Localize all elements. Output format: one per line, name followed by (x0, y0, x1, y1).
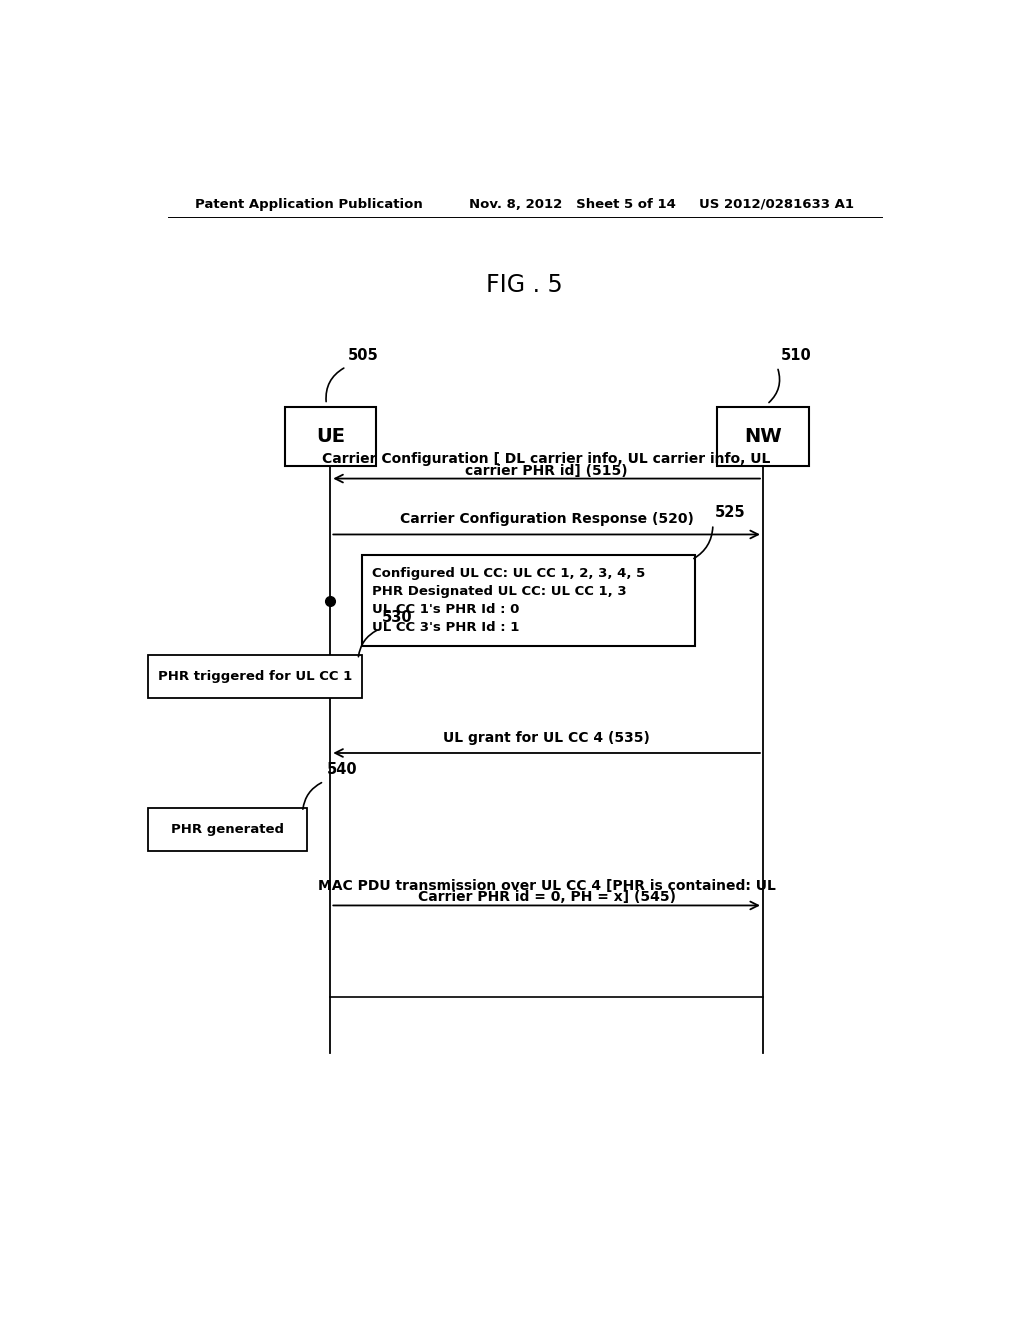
Text: UL grant for UL CC 4 (535): UL grant for UL CC 4 (535) (443, 731, 650, 744)
Text: Carrier Configuration [ DL carrier info, UL carrier info, UL: Carrier Configuration [ DL carrier info,… (323, 453, 771, 466)
Text: FIG . 5: FIG . 5 (486, 273, 563, 297)
Text: 525: 525 (715, 506, 745, 520)
Text: PHR generated: PHR generated (171, 822, 284, 836)
FancyBboxPatch shape (717, 408, 809, 466)
Text: PHR triggered for UL CC 1: PHR triggered for UL CC 1 (158, 671, 352, 684)
Text: Patent Application Publication: Patent Application Publication (196, 198, 423, 211)
Text: Carrier PHR id = 0, PH = x] (545): Carrier PHR id = 0, PH = x] (545) (418, 891, 676, 904)
Text: Nov. 8, 2012   Sheet 5 of 14: Nov. 8, 2012 Sheet 5 of 14 (469, 198, 676, 211)
Text: US 2012/0281633 A1: US 2012/0281633 A1 (699, 198, 854, 211)
FancyBboxPatch shape (147, 656, 362, 698)
FancyBboxPatch shape (147, 808, 306, 850)
Text: 505: 505 (348, 347, 379, 363)
FancyBboxPatch shape (285, 408, 376, 466)
Text: Carrier Configuration Response (520): Carrier Configuration Response (520) (399, 512, 693, 527)
Text: MAC PDU transmission over UL CC 4 [PHR is contained: UL: MAC PDU transmission over UL CC 4 [PHR i… (317, 879, 775, 894)
Text: NW: NW (744, 428, 781, 446)
Text: 510: 510 (780, 347, 811, 363)
FancyBboxPatch shape (362, 554, 695, 647)
Text: carrier PHR id] (515): carrier PHR id] (515) (465, 463, 628, 478)
Text: 530: 530 (382, 610, 413, 624)
Text: 540: 540 (327, 763, 357, 777)
Text: UE: UE (315, 428, 345, 446)
Text: Configured UL CC: UL CC 1, 2, 3, 4, 5
PHR Designated UL CC: UL CC 1, 3
UL CC 1's: Configured UL CC: UL CC 1, 2, 3, 4, 5 PH… (372, 568, 645, 634)
